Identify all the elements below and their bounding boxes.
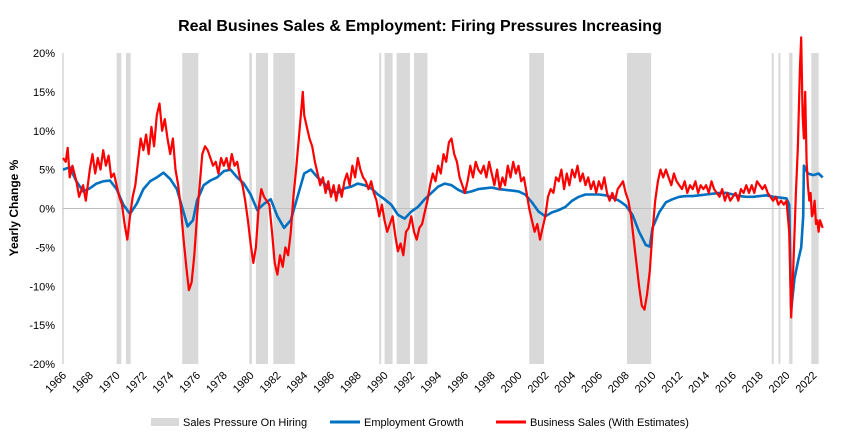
x-tick-label: 2022 [794,370,820,396]
x-tick-label: 1974 [151,370,177,396]
x-tick-label: 1992 [392,370,418,396]
x-tick-label: 1976 [177,370,203,396]
x-tick-labels: 1966 1968 1970 1972 1974 1976 1978 1980 1982 1984… [43,370,819,396]
chart-title: Real Busines Sales & Employment: Firing … [178,18,662,35]
y-tick-labels: 20% 15% 10% 5% 0% -5% -10% -15% -20% [29,48,55,371]
legend-swatch-shaded [151,418,179,426]
x-tick-label: 2018 [740,370,766,396]
x-tick-label: 1968 [70,370,96,396]
x-tick-label: 1970 [97,370,123,396]
x-tick-label: 2020 [767,370,793,396]
x-tick-label: 1994 [418,370,444,396]
x-tick-label: 2010 [633,370,659,396]
y-tick-label: 15% [33,87,55,99]
x-tick-label: 2004 [552,370,578,396]
x-tick-label: 1982 [258,370,284,396]
y-tick-label: -20% [29,359,55,371]
y-tick-label: -15% [29,320,55,332]
x-tick-label: 1972 [124,370,150,396]
y-tick-label: 10% [33,126,55,138]
x-tick-label: 2012 [660,370,686,396]
series-line-employment-growth [62,164,824,311]
x-tick-label: 1984 [284,370,310,396]
x-tick-label: 2016 [713,370,739,396]
x-tick-label: 2000 [499,370,525,396]
x-tick-label: 1978 [204,370,230,396]
y-axis-label: Yearly Change % [7,159,21,256]
x-tick-label: 1980 [231,370,257,396]
x-tick-label: 1966 [43,370,69,396]
legend-label-shaded: Sales Pressure On Hiring [183,417,307,429]
y-tick-label: 5% [39,165,55,177]
y-tick-label: -10% [29,281,55,293]
x-tick-label: 2008 [606,370,632,396]
series-line-business-sales [62,36,824,319]
x-tick-label: 1990 [365,370,391,396]
axes [62,53,824,364]
y-tick-label: -5% [35,242,55,254]
x-tick-label: 1996 [445,370,471,396]
x-tick-label: 2002 [526,370,552,396]
x-tick-label: 1998 [472,370,498,396]
y-tick-label: 0% [39,204,55,216]
legend-label-employment: Employment Growth [364,417,464,429]
x-tick-label: 1986 [311,370,337,396]
x-tick-label: 2014 [686,370,712,396]
x-tick-label: 1988 [338,370,364,396]
y-tick-label: 20% [33,48,55,60]
legend-label-business-sales: Business Sales (With Estimates) [530,417,689,429]
series-layer [62,36,824,319]
legend: Sales Pressure On Hiring Employment Grow… [151,417,689,429]
x-tick-label: 2006 [579,370,605,396]
